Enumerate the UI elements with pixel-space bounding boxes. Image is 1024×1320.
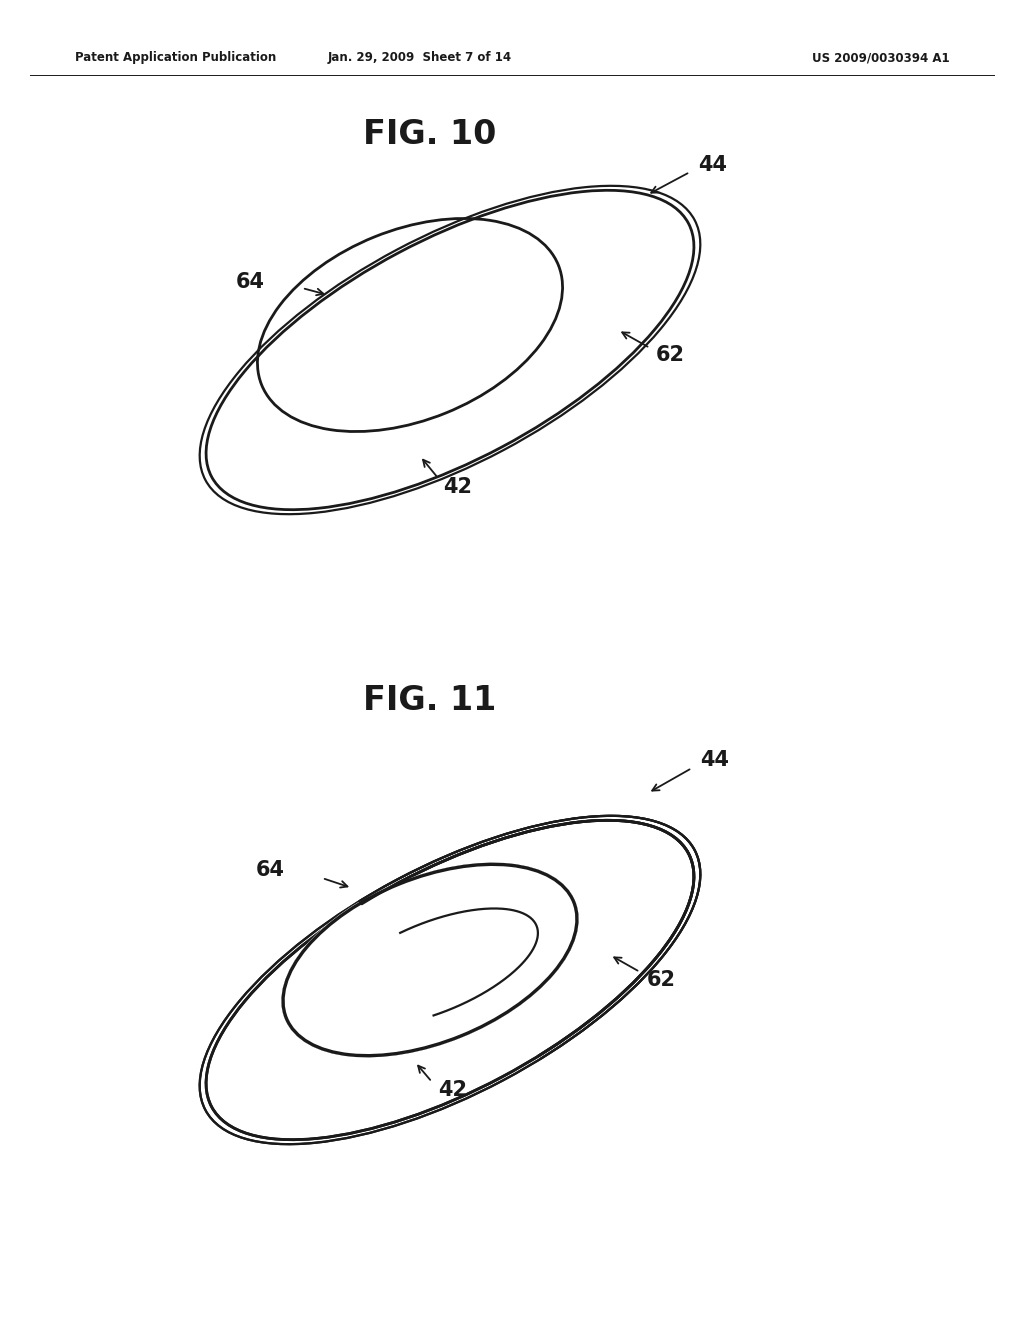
Text: 64: 64 [256, 861, 285, 880]
Text: 42: 42 [438, 1080, 467, 1100]
Text: 44: 44 [700, 750, 729, 770]
Text: FIG. 10: FIG. 10 [364, 119, 497, 152]
Text: Jan. 29, 2009  Sheet 7 of 14: Jan. 29, 2009 Sheet 7 of 14 [328, 51, 512, 65]
Text: Patent Application Publication: Patent Application Publication [75, 51, 276, 65]
Ellipse shape [281, 862, 579, 1057]
Text: 64: 64 [236, 272, 265, 292]
Ellipse shape [283, 865, 577, 1056]
Text: US 2009/0030394 A1: US 2009/0030394 A1 [812, 51, 950, 65]
Text: FIG. 11: FIG. 11 [364, 684, 497, 717]
Text: 42: 42 [443, 477, 472, 498]
Text: 62: 62 [656, 345, 685, 366]
Text: 44: 44 [698, 154, 727, 176]
Text: 62: 62 [647, 970, 676, 990]
